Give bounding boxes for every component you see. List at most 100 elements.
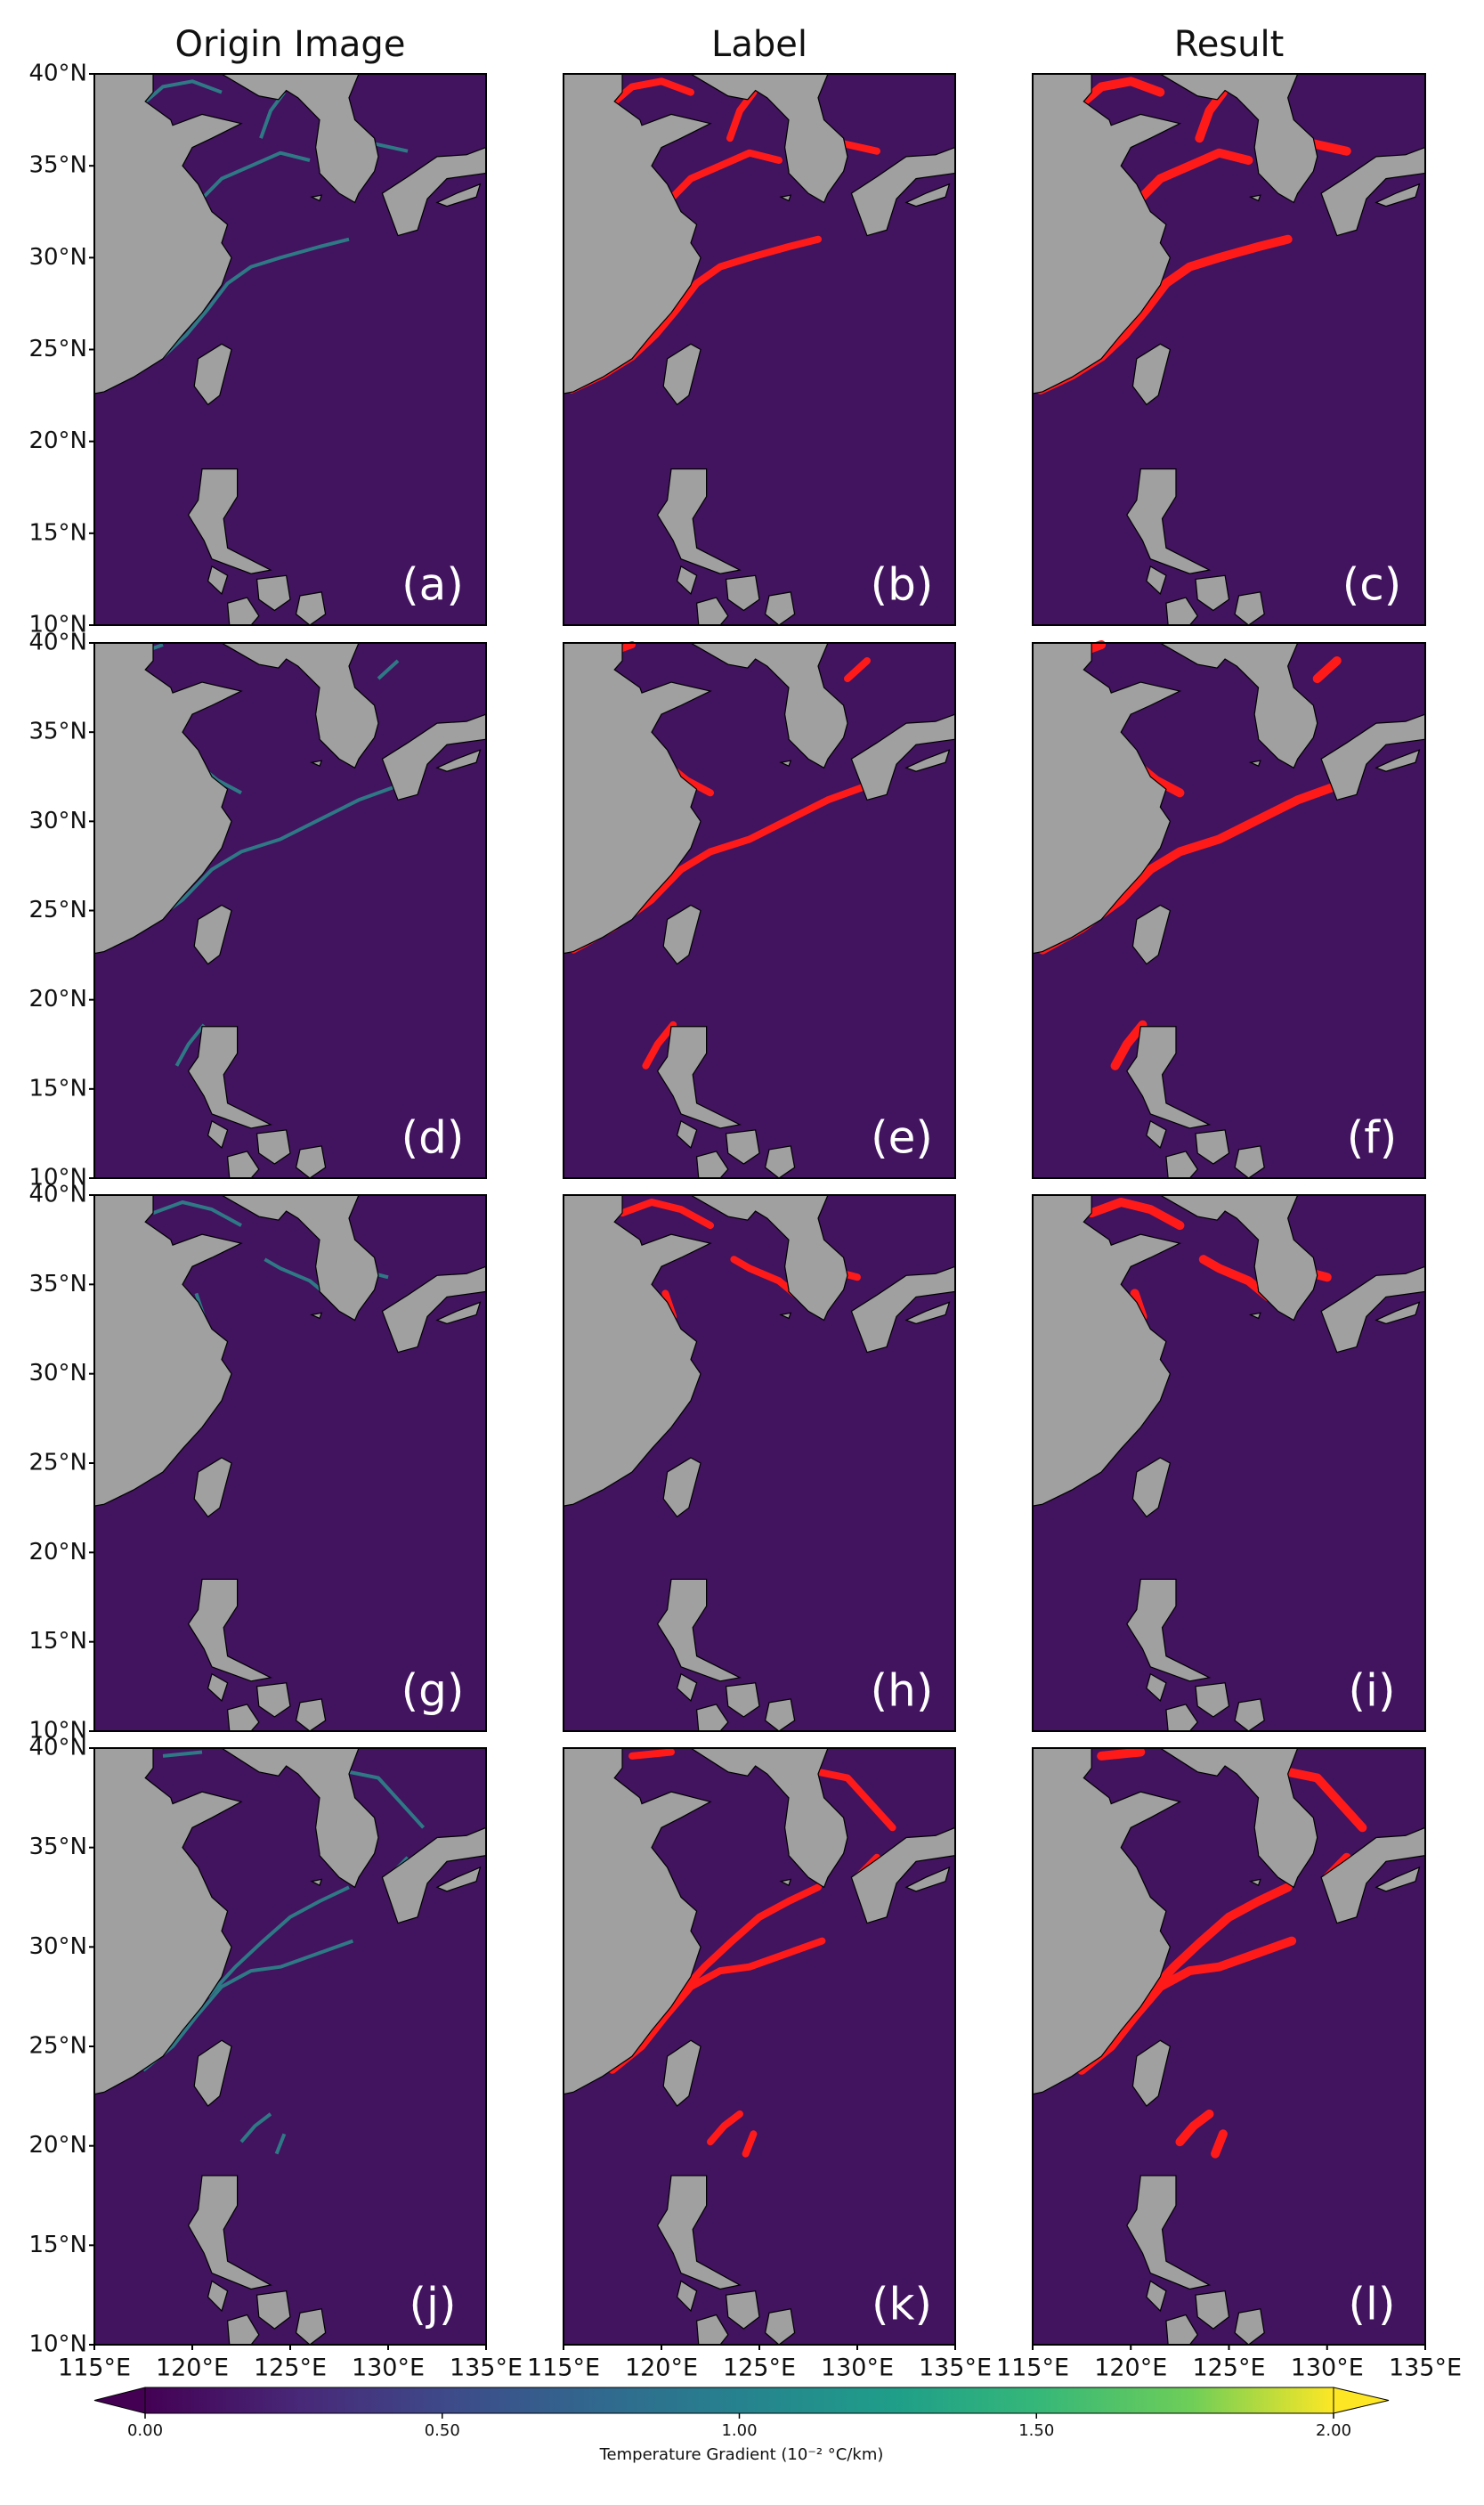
lon-tick-label: 120°E bbox=[156, 2355, 229, 2382]
front-line bbox=[1141, 1883, 1293, 2002]
colorbar-extend-high bbox=[1333, 2387, 1390, 2414]
lat-tick-label: 25°N bbox=[28, 336, 87, 362]
lat-tick-label: 40°N bbox=[28, 61, 87, 87]
panel-frame bbox=[1032, 1194, 1426, 1732]
lon-tick-label: 135°E bbox=[1389, 2355, 1462, 2382]
front-line bbox=[1211, 2129, 1228, 2159]
front-line bbox=[1312, 656, 1342, 684]
lat-tick-label: 25°N bbox=[28, 2033, 87, 2060]
lon-tick-label: 125°E bbox=[1192, 2355, 1265, 2382]
colorbar-tick-label: 0.00 bbox=[127, 2421, 163, 2440]
front-line bbox=[642, 1021, 677, 1070]
gradient-feature bbox=[197, 150, 311, 204]
gradient-feature bbox=[377, 659, 400, 680]
colorbar-tick-label: 0.50 bbox=[425, 2421, 460, 2440]
column-title: Result bbox=[1174, 24, 1285, 65]
lon-tick-label: 130°E bbox=[1291, 2355, 1364, 2382]
lat-tick-label: 35°N bbox=[28, 152, 87, 179]
front-line bbox=[609, 1937, 826, 2074]
lon-tick-label: 120°E bbox=[625, 2355, 698, 2382]
map-panel bbox=[1032, 1194, 1426, 1732]
colorbar-tick-label: 1.50 bbox=[1018, 2421, 1054, 2440]
map-panel bbox=[93, 1194, 487, 1732]
panel-label: (k) bbox=[872, 2279, 932, 2330]
gradient-feature bbox=[239, 2112, 272, 2143]
gradient-feature bbox=[162, 1750, 203, 1758]
panel-frame bbox=[1032, 73, 1426, 626]
lon-tick-label: 135°E bbox=[919, 2355, 992, 2382]
colorbar: Temperature Gradient (10⁻² °C/km) 0.00 0.… bbox=[93, 2387, 1390, 2464]
panel-label: (d) bbox=[401, 1112, 465, 1164]
front-line bbox=[707, 2110, 743, 2146]
lon-tick-label: 120°E bbox=[1094, 2355, 1167, 2382]
lon-tick-label: 125°E bbox=[254, 2355, 327, 2382]
column-title: Label bbox=[711, 24, 807, 65]
lon-tick-label: 130°E bbox=[821, 2355, 894, 2382]
map-panel bbox=[563, 73, 956, 626]
panel-label: (b) bbox=[871, 559, 934, 611]
panel-label: (i) bbox=[1349, 1665, 1396, 1717]
lat-tick-label: 15°N bbox=[28, 1075, 87, 1102]
front-line bbox=[844, 657, 871, 683]
column-title: Origin Image bbox=[175, 24, 406, 65]
gradient-feature bbox=[174, 1023, 206, 1067]
map-panel bbox=[93, 73, 487, 626]
panels bbox=[93, 73, 1426, 2346]
front-line bbox=[673, 1883, 822, 2001]
colorbar-label: Temperature Gradient (10⁻² °C/km) bbox=[599, 2445, 884, 2464]
lat-tick-label: 30°N bbox=[28, 244, 87, 271]
lat-tick-label: 40°N bbox=[28, 630, 87, 656]
lon-tick-label: 130°E bbox=[352, 2355, 425, 2382]
front-line bbox=[1175, 2109, 1214, 2147]
lat-tick-label: 30°N bbox=[28, 808, 87, 834]
lat-tick-label: 35°N bbox=[28, 1834, 87, 1860]
front-line bbox=[619, 1199, 714, 1230]
gradient-feature bbox=[138, 79, 223, 109]
lat-tick-label: 15°N bbox=[28, 2232, 87, 2258]
lat-tick-label: 20°N bbox=[28, 1539, 87, 1566]
lon-tick-label: 115°E bbox=[527, 2355, 600, 2382]
colorbar-extend-low bbox=[93, 2387, 146, 2414]
lat-tick-label: 40°N bbox=[28, 1735, 87, 1761]
panel-label: (c) bbox=[1342, 559, 1402, 611]
front-line bbox=[628, 1748, 675, 1760]
lat-tick-label: 30°N bbox=[28, 1933, 87, 1960]
map-panel bbox=[1032, 640, 1426, 1179]
front-line bbox=[1131, 148, 1253, 207]
colorbar-body bbox=[144, 2387, 1334, 2414]
panel-label: (a) bbox=[401, 559, 464, 611]
panel-frame bbox=[563, 642, 956, 1179]
panel-label: (l) bbox=[1349, 2279, 1396, 2330]
lat-tick-label: 35°N bbox=[28, 1271, 87, 1297]
gradient-feature bbox=[142, 1939, 354, 2072]
map-panel bbox=[1032, 1747, 1426, 2346]
lat-tick-label: 10°N bbox=[28, 2331, 87, 2358]
panel-label: (g) bbox=[401, 1665, 465, 1717]
lat-tick-label: 25°N bbox=[28, 1450, 87, 1476]
lon-tick-label: 115°E bbox=[58, 2355, 131, 2382]
map-panel bbox=[1032, 73, 1426, 626]
lat-tick-label: 30°N bbox=[28, 1360, 87, 1387]
lat-tick-label: 15°N bbox=[28, 1628, 87, 1655]
panel-label: (f) bbox=[1347, 1112, 1398, 1164]
lat-tick-label: 15°N bbox=[28, 519, 87, 546]
lat-tick-label: 10°N bbox=[28, 1718, 87, 1745]
map-panel bbox=[563, 641, 956, 1179]
front-line bbox=[1073, 77, 1165, 112]
map-panel bbox=[563, 1194, 956, 1732]
front-line bbox=[1077, 1936, 1297, 2075]
panel-label: (e) bbox=[871, 1112, 933, 1164]
front-line bbox=[604, 77, 694, 111]
lon-tick-label: 135°E bbox=[450, 2355, 523, 2382]
front-line bbox=[1110, 1020, 1147, 1070]
lat-tick-label: 20°N bbox=[28, 427, 87, 454]
front-line bbox=[1097, 1747, 1146, 1761]
lat-tick-label: 25°N bbox=[28, 897, 87, 923]
colorbar-tick-label: 1.00 bbox=[721, 2421, 757, 2440]
lat-tick-label: 10°N bbox=[28, 1165, 87, 1192]
front-line bbox=[1087, 1198, 1185, 1231]
lat-tick-label: 20°N bbox=[28, 2132, 87, 2159]
labels: (a) 40°N 35°N 30°N 25°N 20°N 15°N 10°N (b) (c) (d)… bbox=[28, 24, 1462, 2382]
panel-label: (j) bbox=[410, 2279, 457, 2330]
